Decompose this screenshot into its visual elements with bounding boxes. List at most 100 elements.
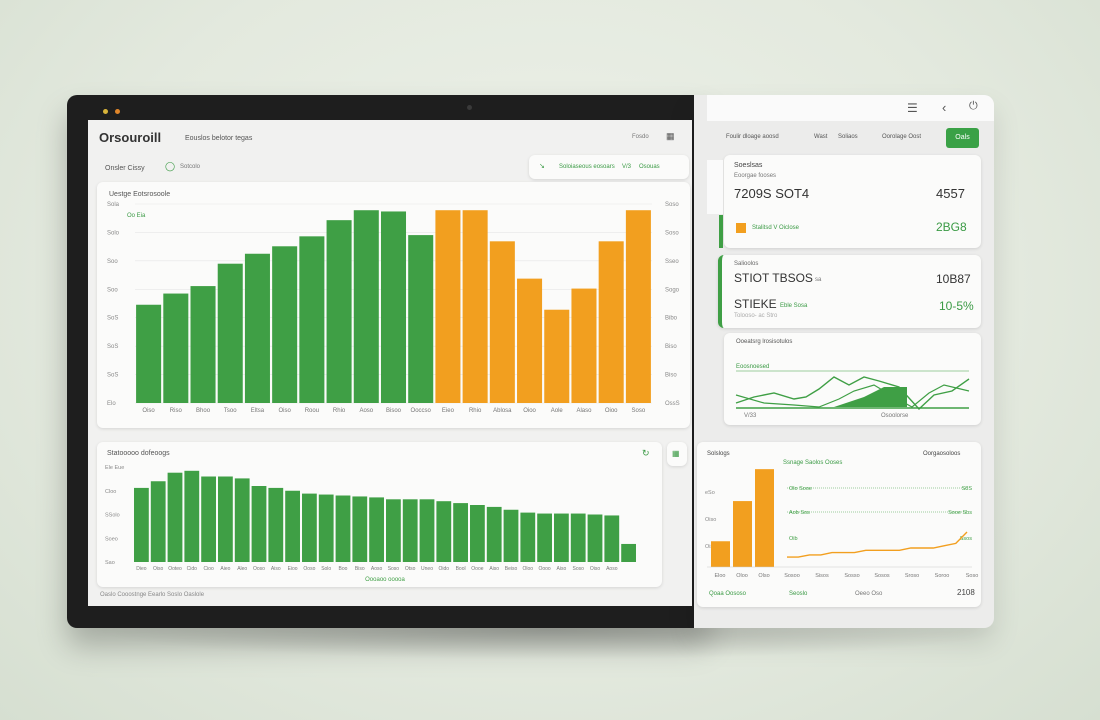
right-link-2[interactable]: Wast bbox=[814, 134, 828, 140]
chart4-annotation-value: Ssos bbox=[960, 536, 972, 542]
chart2-x-tick: Oloo bbox=[523, 566, 534, 572]
stat1-title: Soeslsas bbox=[734, 162, 763, 169]
chart3-bar bbox=[711, 541, 730, 567]
stat3-xlab1: V/33 bbox=[744, 413, 757, 419]
chart3-bar bbox=[733, 501, 752, 567]
chart2-x-tick: Dieo bbox=[136, 566, 147, 572]
trend-icon: ↘ bbox=[539, 163, 545, 170]
chart1-title: Uestge Eotsrosoole bbox=[109, 191, 171, 198]
chart2-bar bbox=[503, 509, 519, 562]
chart1-x-tick: Oioo bbox=[523, 408, 536, 414]
toggle-text: Soloiaseous eosoars bbox=[559, 164, 615, 170]
refresh-icon[interactable]: ↻ bbox=[642, 448, 650, 458]
chart1-bar bbox=[462, 210, 488, 403]
chart1-bar bbox=[598, 241, 624, 403]
chart4-footer-left: Qoaa Oososo bbox=[709, 591, 747, 597]
chart2-bar bbox=[486, 506, 502, 562]
sparkline-area bbox=[834, 387, 907, 407]
power-icon[interactable]: ⏻ bbox=[969, 100, 978, 112]
chart2-bar bbox=[470, 505, 485, 562]
right-link-4[interactable]: Oorolage Oost bbox=[882, 134, 922, 140]
chart4-footer-right-value: 2108 bbox=[957, 588, 975, 597]
sparkline-line-2 bbox=[735, 384, 970, 408]
chart1-right-tick: Sogo bbox=[665, 287, 680, 293]
calendar-icon[interactable]: ▦ bbox=[666, 131, 675, 141]
chart2-x-tick: Ooso bbox=[253, 566, 265, 572]
chart1-bar bbox=[489, 241, 515, 403]
stat1-accent bbox=[719, 215, 723, 248]
stat2-title: Salioolos bbox=[734, 261, 759, 267]
chart4-x-tick: Soso bbox=[966, 573, 979, 579]
chart1-bar bbox=[272, 246, 298, 403]
chart2-bar bbox=[201, 476, 216, 562]
right-link-3[interactable]: Soliaos bbox=[838, 134, 858, 140]
chart4-series-line bbox=[787, 531, 968, 558]
chart1-x-tick: Bisoo bbox=[386, 408, 402, 414]
chart2-bar bbox=[419, 499, 435, 562]
chart1-right-tick: Sseo bbox=[665, 259, 679, 265]
chart2-x-tick: Aiso bbox=[557, 566, 567, 572]
chart3-y-tick: eSo bbox=[705, 490, 715, 496]
chart4-x-tick: Soroo bbox=[935, 573, 950, 579]
chart4-legend: Ssnage Saolos Ooses bbox=[783, 460, 843, 466]
chart2-x-tick: Solo bbox=[321, 566, 331, 572]
filter-option[interactable]: Sotcolo bbox=[180, 164, 201, 170]
chart1-x-tick: Tsoo bbox=[224, 408, 237, 414]
footer-text: Oaslo Cooostnge Eearlo Soslo Oaslole bbox=[100, 592, 205, 598]
grid-button[interactable]: ▦ bbox=[667, 442, 687, 466]
chart2-bar bbox=[604, 515, 620, 562]
chart1-bar bbox=[163, 293, 189, 403]
chart3-y-tick: Oiso bbox=[705, 517, 716, 523]
chart1-x-tick: Riso bbox=[170, 408, 183, 414]
stat1-tag-value: 2BG8 bbox=[936, 220, 967, 234]
header-tool-label[interactable]: Fosdo bbox=[632, 134, 649, 140]
window-dot-orange bbox=[115, 109, 120, 114]
chart1-bar bbox=[190, 286, 216, 403]
chart2-x-tick: Ooteo bbox=[168, 566, 182, 572]
chart4-x-tick: Sisos bbox=[815, 573, 829, 579]
chart4-footer-mid: Seoslo bbox=[789, 591, 808, 597]
chart2-bar bbox=[369, 497, 384, 562]
chart1-bar bbox=[544, 309, 570, 403]
stat2-line1-right: 10B87 bbox=[936, 272, 971, 286]
chart2-bar bbox=[268, 487, 284, 562]
camera-icon bbox=[467, 105, 472, 110]
chart4-annotation-label: Aob Sos bbox=[789, 510, 810, 516]
chart1-bar bbox=[625, 210, 651, 403]
toggle-bar[interactable]: ↘ Soloiaseous eosoars V/3 Osouas bbox=[529, 155, 689, 179]
chart4-title: Oorgaosoloos bbox=[923, 451, 961, 457]
stat1-value-right: 4557 bbox=[936, 186, 965, 201]
chart4-x-tick: Sosoo bbox=[784, 573, 800, 579]
hamburger-menu-icon[interactable]: ☰ bbox=[907, 101, 918, 115]
chart2-x-tick: Ooso bbox=[303, 566, 315, 572]
primary-button[interactable]: Oals bbox=[946, 128, 979, 148]
right-link-1[interactable]: Foulir dloage aoosd bbox=[726, 134, 779, 140]
chart1-x-tick: Oiso bbox=[278, 408, 291, 414]
chart1-x-tick: Oioo bbox=[605, 408, 618, 414]
chart4-x-tick: Sosos bbox=[874, 573, 890, 579]
chart1-right-tick: Biso bbox=[665, 344, 677, 350]
chart1-right-tick: OssS bbox=[665, 401, 680, 407]
chart2-x-tick: Aoso bbox=[606, 566, 618, 572]
chart2-x-tick: Biso bbox=[355, 566, 365, 572]
stat-card-2: Salioolos STIOT TBSOS sa 10B87 STIEKE Eb… bbox=[718, 255, 981, 328]
chart2-bar bbox=[587, 514, 603, 562]
stat3-legend: Eoosnoesed bbox=[736, 364, 770, 370]
side-strip bbox=[707, 160, 723, 214]
chart3-x-tick: Oloo bbox=[736, 573, 748, 579]
stat1-value-left: 7209S SOT4 bbox=[734, 186, 810, 201]
chart2-bar bbox=[453, 503, 468, 562]
chart1-left-tick: Sola bbox=[107, 202, 120, 208]
chart2-bar bbox=[335, 495, 351, 562]
chart2-y-tick: SSolo bbox=[105, 513, 120, 519]
chart2-bar bbox=[537, 513, 552, 562]
main-chart-card: Uestge Eotsrosoole Oo Eia Elo OssS SoS Biso… bbox=[97, 182, 690, 428]
chart2-x-tick: Oooe bbox=[471, 566, 483, 572]
check-circle-icon[interactable]: ◯ bbox=[165, 161, 176, 171]
chart4-footer-right-label: Oeeo Oso bbox=[855, 591, 883, 597]
chart2-bar bbox=[402, 499, 418, 562]
chevron-left-icon[interactable]: ‹ bbox=[942, 100, 947, 115]
chart1-left-tick: Soo bbox=[107, 287, 118, 293]
chart1-svg: Elo OssS SoS Biso SoS Biso SoS Bibo Soo Sogo Soo Ss… bbox=[107, 202, 680, 414]
chart2-bar bbox=[621, 543, 636, 562]
